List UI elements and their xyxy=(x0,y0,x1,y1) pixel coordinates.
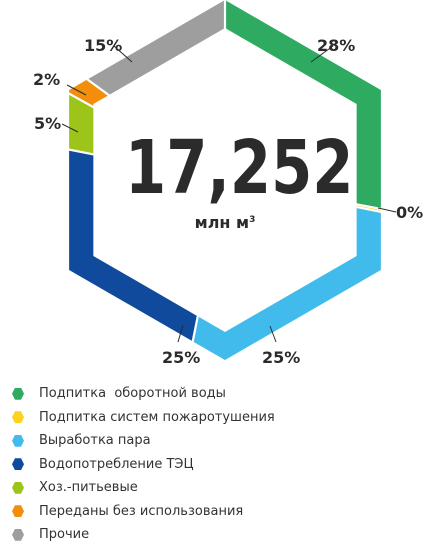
legend-item: Переданы без использования xyxy=(12,500,275,524)
slice-6-percent-label: 2% xyxy=(33,70,60,89)
center-total-value: 17,252 xyxy=(125,125,354,211)
slice-4 xyxy=(69,150,197,341)
slice-2-leader-line xyxy=(377,207,397,213)
legend-label: Водопотребление ТЭЦ xyxy=(39,456,194,472)
slice-3-leader-line xyxy=(269,325,277,343)
center-unit-superscript: 3 xyxy=(249,215,256,225)
slice-1-percent-label: 28% xyxy=(317,36,355,55)
chart-legend: Подпитка оборотной воды Подпитка систем п… xyxy=(12,382,275,547)
slice-4-leader-line xyxy=(177,324,184,343)
legend-label: Переданы без использования xyxy=(39,503,244,519)
legend-swatch-hexagon-icon xyxy=(12,481,24,494)
slice-2 xyxy=(356,205,381,211)
slice-3 xyxy=(193,208,381,360)
slice-7-percent-label: 15% xyxy=(84,36,122,55)
slice-7 xyxy=(88,0,224,95)
legend-item: Выработка пара xyxy=(12,429,275,453)
legend-item: Подпитка систем пожаротушения xyxy=(12,406,275,430)
legend-item: Подпитка оборотной воды xyxy=(12,382,275,406)
slice-7-leader-line xyxy=(113,45,133,63)
legend-swatch-hexagon-icon xyxy=(12,411,24,424)
slice-6-leader-line xyxy=(66,84,87,96)
legend-label: Подпитка систем пожаротушения xyxy=(39,409,275,425)
legend-label: Прочие xyxy=(39,527,90,543)
slice-4-percent-label: 25% xyxy=(162,348,200,367)
legend-item: Водопотребление ТЭЦ xyxy=(12,453,275,477)
legend-swatch-hexagon-icon xyxy=(12,434,24,447)
legend-item: Прочие xyxy=(12,523,275,547)
legend-swatch-hexagon-icon xyxy=(12,528,24,541)
slice-1-leader-line xyxy=(310,45,334,63)
slice-6 xyxy=(69,80,108,106)
legend-label: Подпитка оборотной воды xyxy=(39,386,226,402)
slice-1 xyxy=(226,0,381,208)
slice-3-percent-label: 25% xyxy=(262,348,300,367)
legend-label: Выработка пара xyxy=(39,433,151,449)
hexagon-donut-chart: 28% 0% 25% 25% 5% 2% 15% xyxy=(33,0,423,367)
slice-2-percent-label: 0% xyxy=(396,203,423,222)
slice-5-leader-line xyxy=(61,123,79,133)
slice-5-percent-label: 5% xyxy=(34,114,61,133)
slice-5 xyxy=(69,94,94,154)
legend-swatch-hexagon-icon xyxy=(12,505,24,518)
legend-label: Хоз.-питьевые xyxy=(39,480,138,496)
legend-swatch-hexagon-icon xyxy=(12,458,24,471)
center-unit-label: млн м3 xyxy=(150,213,300,232)
center-unit-text: млн м xyxy=(194,213,250,232)
legend-item: Хоз.-питьевые xyxy=(12,476,275,500)
legend-swatch-hexagon-icon xyxy=(12,387,24,400)
